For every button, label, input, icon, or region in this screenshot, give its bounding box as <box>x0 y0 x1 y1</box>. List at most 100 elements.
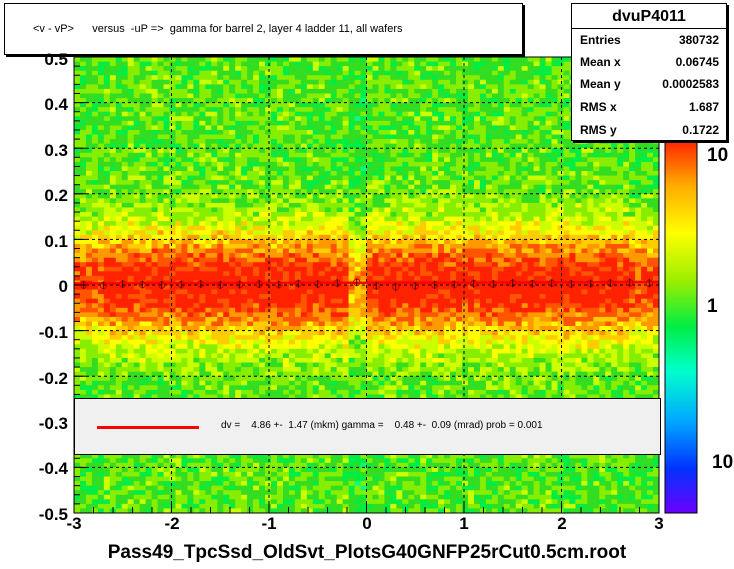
heatmap-cell <box>145 202 153 209</box>
heatmap-cell <box>169 257 177 263</box>
heatmap-cell <box>121 88 129 95</box>
heatmap-cell <box>342 157 350 163</box>
heatmap-cell <box>294 253 302 259</box>
heatmap-cell <box>205 193 212 199</box>
heatmap-cell <box>181 344 189 350</box>
heatmap-cell <box>229 316 236 323</box>
heatmap-cell <box>348 316 356 323</box>
heatmap-cell <box>241 193 248 199</box>
heatmap-cell <box>354 61 362 67</box>
heatmap-cell <box>282 294 290 300</box>
heatmap-cell <box>318 335 326 341</box>
heatmap-cell <box>223 453 230 459</box>
heatmap-cell <box>312 180 320 186</box>
heatmap-cell <box>109 371 117 377</box>
heatmap-cell <box>312 285 320 291</box>
heatmap-cell <box>270 330 278 336</box>
heatmap-cell <box>318 198 326 204</box>
heatmap-cell <box>163 184 171 190</box>
heatmap-cell <box>348 102 356 108</box>
heatmap-cell <box>121 143 129 149</box>
heatmap-cell <box>109 120 117 126</box>
heatmap-cell <box>312 116 320 122</box>
heatmap-cell <box>241 476 248 482</box>
heatmap-cell <box>253 198 260 204</box>
heatmap-cell <box>127 380 135 386</box>
heatmap-cell <box>342 88 350 95</box>
heatmap-cell <box>241 371 248 377</box>
heatmap-cell <box>241 380 248 386</box>
heatmap-cell <box>127 239 135 245</box>
heatmap-cell <box>151 107 159 113</box>
heatmap-cell <box>241 152 248 158</box>
heatmap-cell <box>270 266 278 272</box>
heatmap-cell <box>300 289 308 295</box>
heatmap-cell <box>270 485 278 491</box>
heatmap-cell <box>276 508 284 513</box>
heatmap-cell <box>247 344 254 350</box>
heatmap-cell <box>330 481 338 487</box>
heatmap-cell <box>157 385 165 391</box>
heatmap-cell <box>241 289 248 295</box>
heatmap-cell <box>324 166 332 172</box>
heatmap-cell <box>342 503 350 510</box>
heatmap-cell <box>282 453 290 459</box>
heatmap-cell <box>306 171 314 177</box>
heatmap-cell <box>85 376 93 382</box>
heatmap-cell <box>247 367 254 373</box>
heatmap-cell <box>276 362 284 368</box>
heatmap-cell <box>235 462 242 468</box>
heatmap-cell <box>199 271 206 277</box>
heatmap-cell <box>306 243 314 250</box>
heatmap-cell <box>342 485 350 491</box>
heatmap-cell <box>235 266 242 272</box>
heatmap-cell <box>282 353 290 359</box>
heatmap-cell <box>205 157 212 163</box>
heatmap-cell <box>366 344 374 350</box>
heatmap-cell <box>253 207 260 213</box>
heatmap-cell <box>223 499 230 505</box>
heatmap-cell <box>74 499 81 505</box>
heatmap-cell <box>247 376 254 382</box>
heatmap-cell <box>163 157 171 163</box>
heatmap-cell <box>330 385 338 391</box>
heatmap-cell <box>312 234 320 240</box>
heatmap-cell <box>336 107 344 113</box>
heatmap-cell <box>253 129 260 136</box>
heatmap-cell <box>163 129 171 136</box>
heatmap-cell <box>199 175 206 181</box>
heatmap-cell <box>145 221 153 227</box>
heatmap-cell <box>85 499 93 505</box>
heatmap-cell <box>85 316 93 323</box>
heatmap-cell <box>265 57 272 63</box>
heatmap-cell <box>366 385 374 391</box>
heatmap-cell <box>259 494 266 500</box>
heatmap-cell <box>324 339 332 345</box>
heatmap-cell <box>109 61 117 67</box>
heatmap-cell <box>253 262 260 268</box>
heatmap-cell <box>211 266 218 272</box>
heatmap-cell <box>247 88 254 95</box>
heatmap-cell <box>276 326 284 332</box>
heatmap-cell <box>294 481 302 487</box>
heatmap-cell <box>312 175 320 181</box>
heatmap-cell <box>121 462 129 468</box>
heatmap-cell <box>133 57 141 63</box>
heatmap-cell <box>157 321 165 327</box>
heatmap-cell <box>151 207 159 213</box>
heatmap-cell <box>151 116 159 122</box>
heatmap-cell <box>318 120 326 126</box>
heatmap-cell <box>324 57 332 63</box>
heatmap-cell <box>121 271 129 277</box>
heatmap-cell <box>366 184 374 190</box>
heatmap-cell <box>241 471 248 478</box>
heatmap-cell <box>276 111 284 117</box>
heatmap-cell <box>276 353 284 359</box>
heatmap-cell <box>312 184 320 190</box>
heatmap-cell <box>169 120 177 126</box>
heatmap-cell <box>79 161 87 168</box>
heatmap-cell <box>205 189 212 195</box>
heatmap-cell <box>247 79 254 85</box>
heatmap-cell <box>121 161 129 168</box>
heatmap-cell <box>247 202 254 209</box>
